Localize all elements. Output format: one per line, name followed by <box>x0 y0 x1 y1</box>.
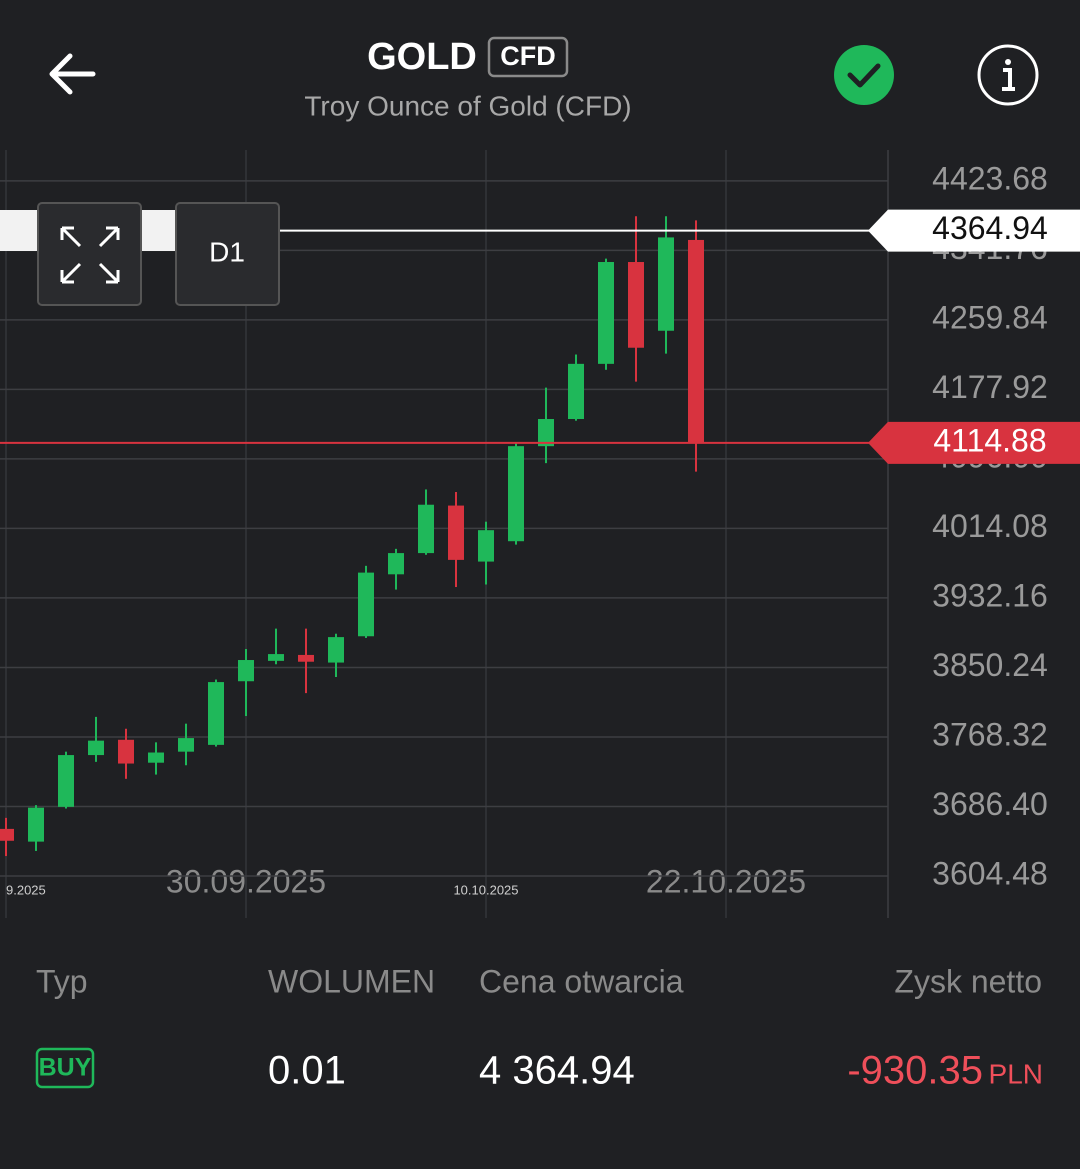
candle-body <box>268 654 284 661</box>
column-header: WOLUMEN <box>268 963 435 999</box>
volume: 0.01 <box>268 1049 346 1093</box>
y-tick-label: 4423.68 <box>932 160 1048 196</box>
candle-body <box>298 654 314 662</box>
candle-body <box>118 739 134 764</box>
cfd-badge: CFD <box>500 41 556 71</box>
price-tag-label: 4114.88 <box>933 422 1046 458</box>
column-header: Zysk netto <box>894 963 1042 999</box>
candle-body <box>478 530 494 562</box>
candle-body <box>58 755 74 807</box>
x-tick-label: 30.09.2025 <box>166 863 326 899</box>
y-tick-label: 3768.32 <box>932 716 1048 752</box>
buy-badge <box>35 1047 95 1089</box>
expand-button[interactable] <box>37 202 142 306</box>
price-tag <box>868 209 1080 252</box>
candle-body <box>178 738 194 752</box>
back-button[interactable] <box>49 53 96 95</box>
candle-body <box>598 262 614 364</box>
candle-body <box>388 553 404 575</box>
candle-body <box>418 504 434 554</box>
y-tick-label: 3932.16 <box>932 577 1048 613</box>
y-tick-label: 3604.48 <box>932 855 1048 891</box>
y-tick-label: 3686.40 <box>932 786 1048 822</box>
candle-body <box>448 505 464 560</box>
candle-body <box>208 682 224 745</box>
candle-body <box>538 419 554 447</box>
net-profit: -930.35 <box>847 1049 983 1093</box>
timeframe-label[interactable]: D1 <box>209 236 245 267</box>
candle-body <box>28 807 44 842</box>
trade-type: BUY <box>39 1054 92 1082</box>
column-header: Typ <box>36 963 88 999</box>
x-tick-label: 9.2025 <box>6 882 46 897</box>
y-tick-label: 4177.92 <box>932 369 1048 405</box>
column-header: Cena otwarcia <box>479 963 684 999</box>
candle-body <box>508 446 524 542</box>
open-price: 4 364.94 <box>479 1049 635 1093</box>
instrument-subtitle: Troy Ounce of Gold (CFD) <box>304 90 631 121</box>
instrument-title: GOLD <box>367 36 477 78</box>
candle-body <box>658 237 674 331</box>
x-tick-label: 10.10.2025 <box>453 882 518 897</box>
status-check[interactable] <box>834 45 894 105</box>
info-button[interactable] <box>977 44 1039 106</box>
candle-body <box>238 660 254 682</box>
candle-body <box>568 363 584 420</box>
candle-body <box>628 262 644 348</box>
badge-frame <box>487 36 569 78</box>
price-tag-label: 4364.94 <box>932 210 1048 246</box>
price-tag <box>868 421 1080 464</box>
candle-body <box>148 752 164 763</box>
candle-body <box>358 572 374 637</box>
y-tick-label: 4259.84 <box>932 299 1048 335</box>
y-tick-label: 4014.08 <box>932 508 1048 544</box>
chart: 9.2025 30.09.2025 10.10.2025 22.10.2025 3604… <box>0 150 1080 918</box>
candle-body <box>0 828 14 841</box>
timeframe-button[interactable]: D1 <box>175 202 280 306</box>
x-tick-label: 22.10.2025 <box>646 863 806 899</box>
currency: PLN <box>989 1058 1043 1089</box>
candle-body <box>88 740 104 756</box>
candle-body <box>688 239 704 443</box>
y-tick-label: 3850.24 <box>932 647 1048 683</box>
candle-body <box>328 637 344 663</box>
